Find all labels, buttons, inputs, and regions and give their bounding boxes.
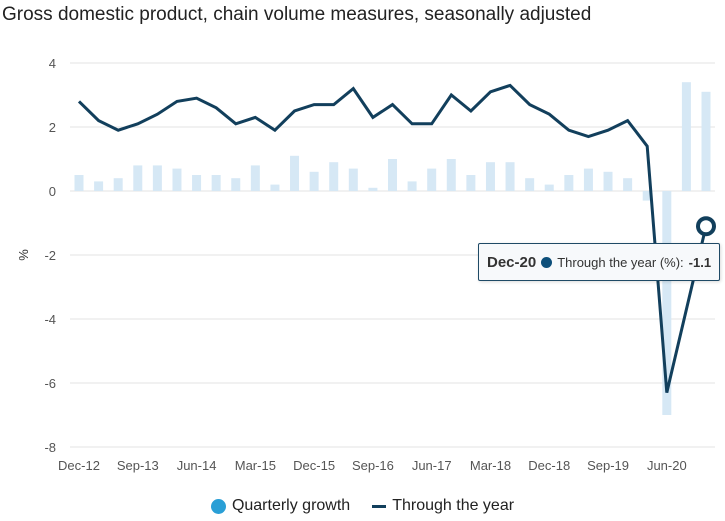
bar	[192, 175, 202, 191]
x-tick-label: Jun-17	[412, 458, 452, 473]
circle-icon	[210, 498, 226, 514]
line-series-through-the-year	[77, 83, 708, 393]
y-tick-label: 4	[49, 56, 56, 71]
bar	[250, 165, 260, 191]
x-tick-label: Jun-14	[177, 458, 217, 473]
x-tick-label: Sep-13	[117, 458, 159, 473]
chart-title: Gross domestic product, chain volume mea…	[2, 4, 592, 25]
bar	[290, 155, 300, 191]
y-tick-label: -6	[44, 376, 56, 391]
tooltip-value: -1.1	[688, 254, 712, 270]
bar	[485, 162, 495, 191]
y-tick-label: -8	[44, 440, 56, 455]
bar	[544, 184, 554, 191]
bar	[525, 178, 535, 191]
x-tick-label: Dec-12	[58, 458, 100, 473]
bar	[427, 168, 437, 191]
bar	[583, 168, 593, 191]
bar	[603, 171, 613, 191]
tooltip-date: Dec-20	[487, 253, 537, 271]
legend-label: Quarterly growth	[231, 497, 351, 514]
bar	[623, 178, 633, 191]
y-tick-label: 0	[49, 184, 56, 199]
bar	[407, 181, 417, 191]
bar	[642, 191, 652, 201]
x-tick-label: Mar-18	[470, 458, 511, 473]
bar	[231, 178, 241, 191]
bar	[152, 165, 162, 191]
x-tick-label: Sep-16	[352, 458, 394, 473]
bar-series-quarterly-growth	[74, 82, 711, 415]
x-tick-label: Sep-19	[587, 458, 629, 473]
bar	[446, 159, 456, 191]
x-axis-ticks: Dec-12 Sep-13 Jun-14 Mar-15 Dec-15 Sep-16 Jun-…	[58, 458, 687, 473]
legend-item-through-the-year[interactable]: Through the year	[372, 497, 514, 515]
bar	[466, 175, 476, 191]
bar	[388, 159, 397, 191]
bar	[94, 181, 104, 191]
y-tick-label: -2	[44, 248, 56, 263]
x-tick-label: Jun-20	[647, 458, 687, 473]
bar	[662, 191, 672, 415]
bar	[681, 82, 691, 191]
bar	[133, 165, 143, 191]
bar	[172, 168, 182, 191]
x-tick-label: Dec-15	[293, 458, 335, 473]
legend-label: Through the year	[392, 497, 515, 514]
bar	[309, 171, 319, 191]
series-dot-icon	[541, 256, 553, 268]
bar	[113, 178, 123, 191]
series-line	[77, 83, 708, 393]
bar	[329, 162, 339, 191]
y-tick-label: -4	[44, 312, 56, 327]
bar	[270, 184, 280, 191]
y-axis-ticks: 4 2 0 -2 -4 -6 -8	[44, 56, 56, 455]
highlight-marker	[696, 216, 716, 237]
legend: Quarterly growth Through the year	[0, 497, 725, 515]
bar	[74, 175, 84, 191]
bar	[505, 162, 515, 191]
tooltip-label: Through the year (%):	[557, 254, 684, 270]
x-tick-label: Mar-15	[235, 458, 276, 473]
bar	[368, 187, 378, 191]
chart-plot: 420-2-4-6-8 % Dec-12 Sep-13 Jun-14 Mar-15 De…	[16, 56, 716, 473]
bar	[701, 91, 711, 191]
highlight-point	[696, 216, 716, 237]
line-icon	[372, 504, 387, 508]
y-tick-label: 2	[49, 120, 56, 135]
y-axis-label: %	[16, 249, 31, 261]
bar	[348, 168, 358, 191]
x-tick-label: Dec-18	[528, 458, 570, 473]
tooltip: Dec-20 Through the year (%): -1.1	[478, 243, 721, 281]
legend-item-quarterly-growth[interactable]: Quarterly growth	[210, 497, 351, 515]
bar	[564, 175, 574, 191]
bar	[211, 175, 221, 191]
